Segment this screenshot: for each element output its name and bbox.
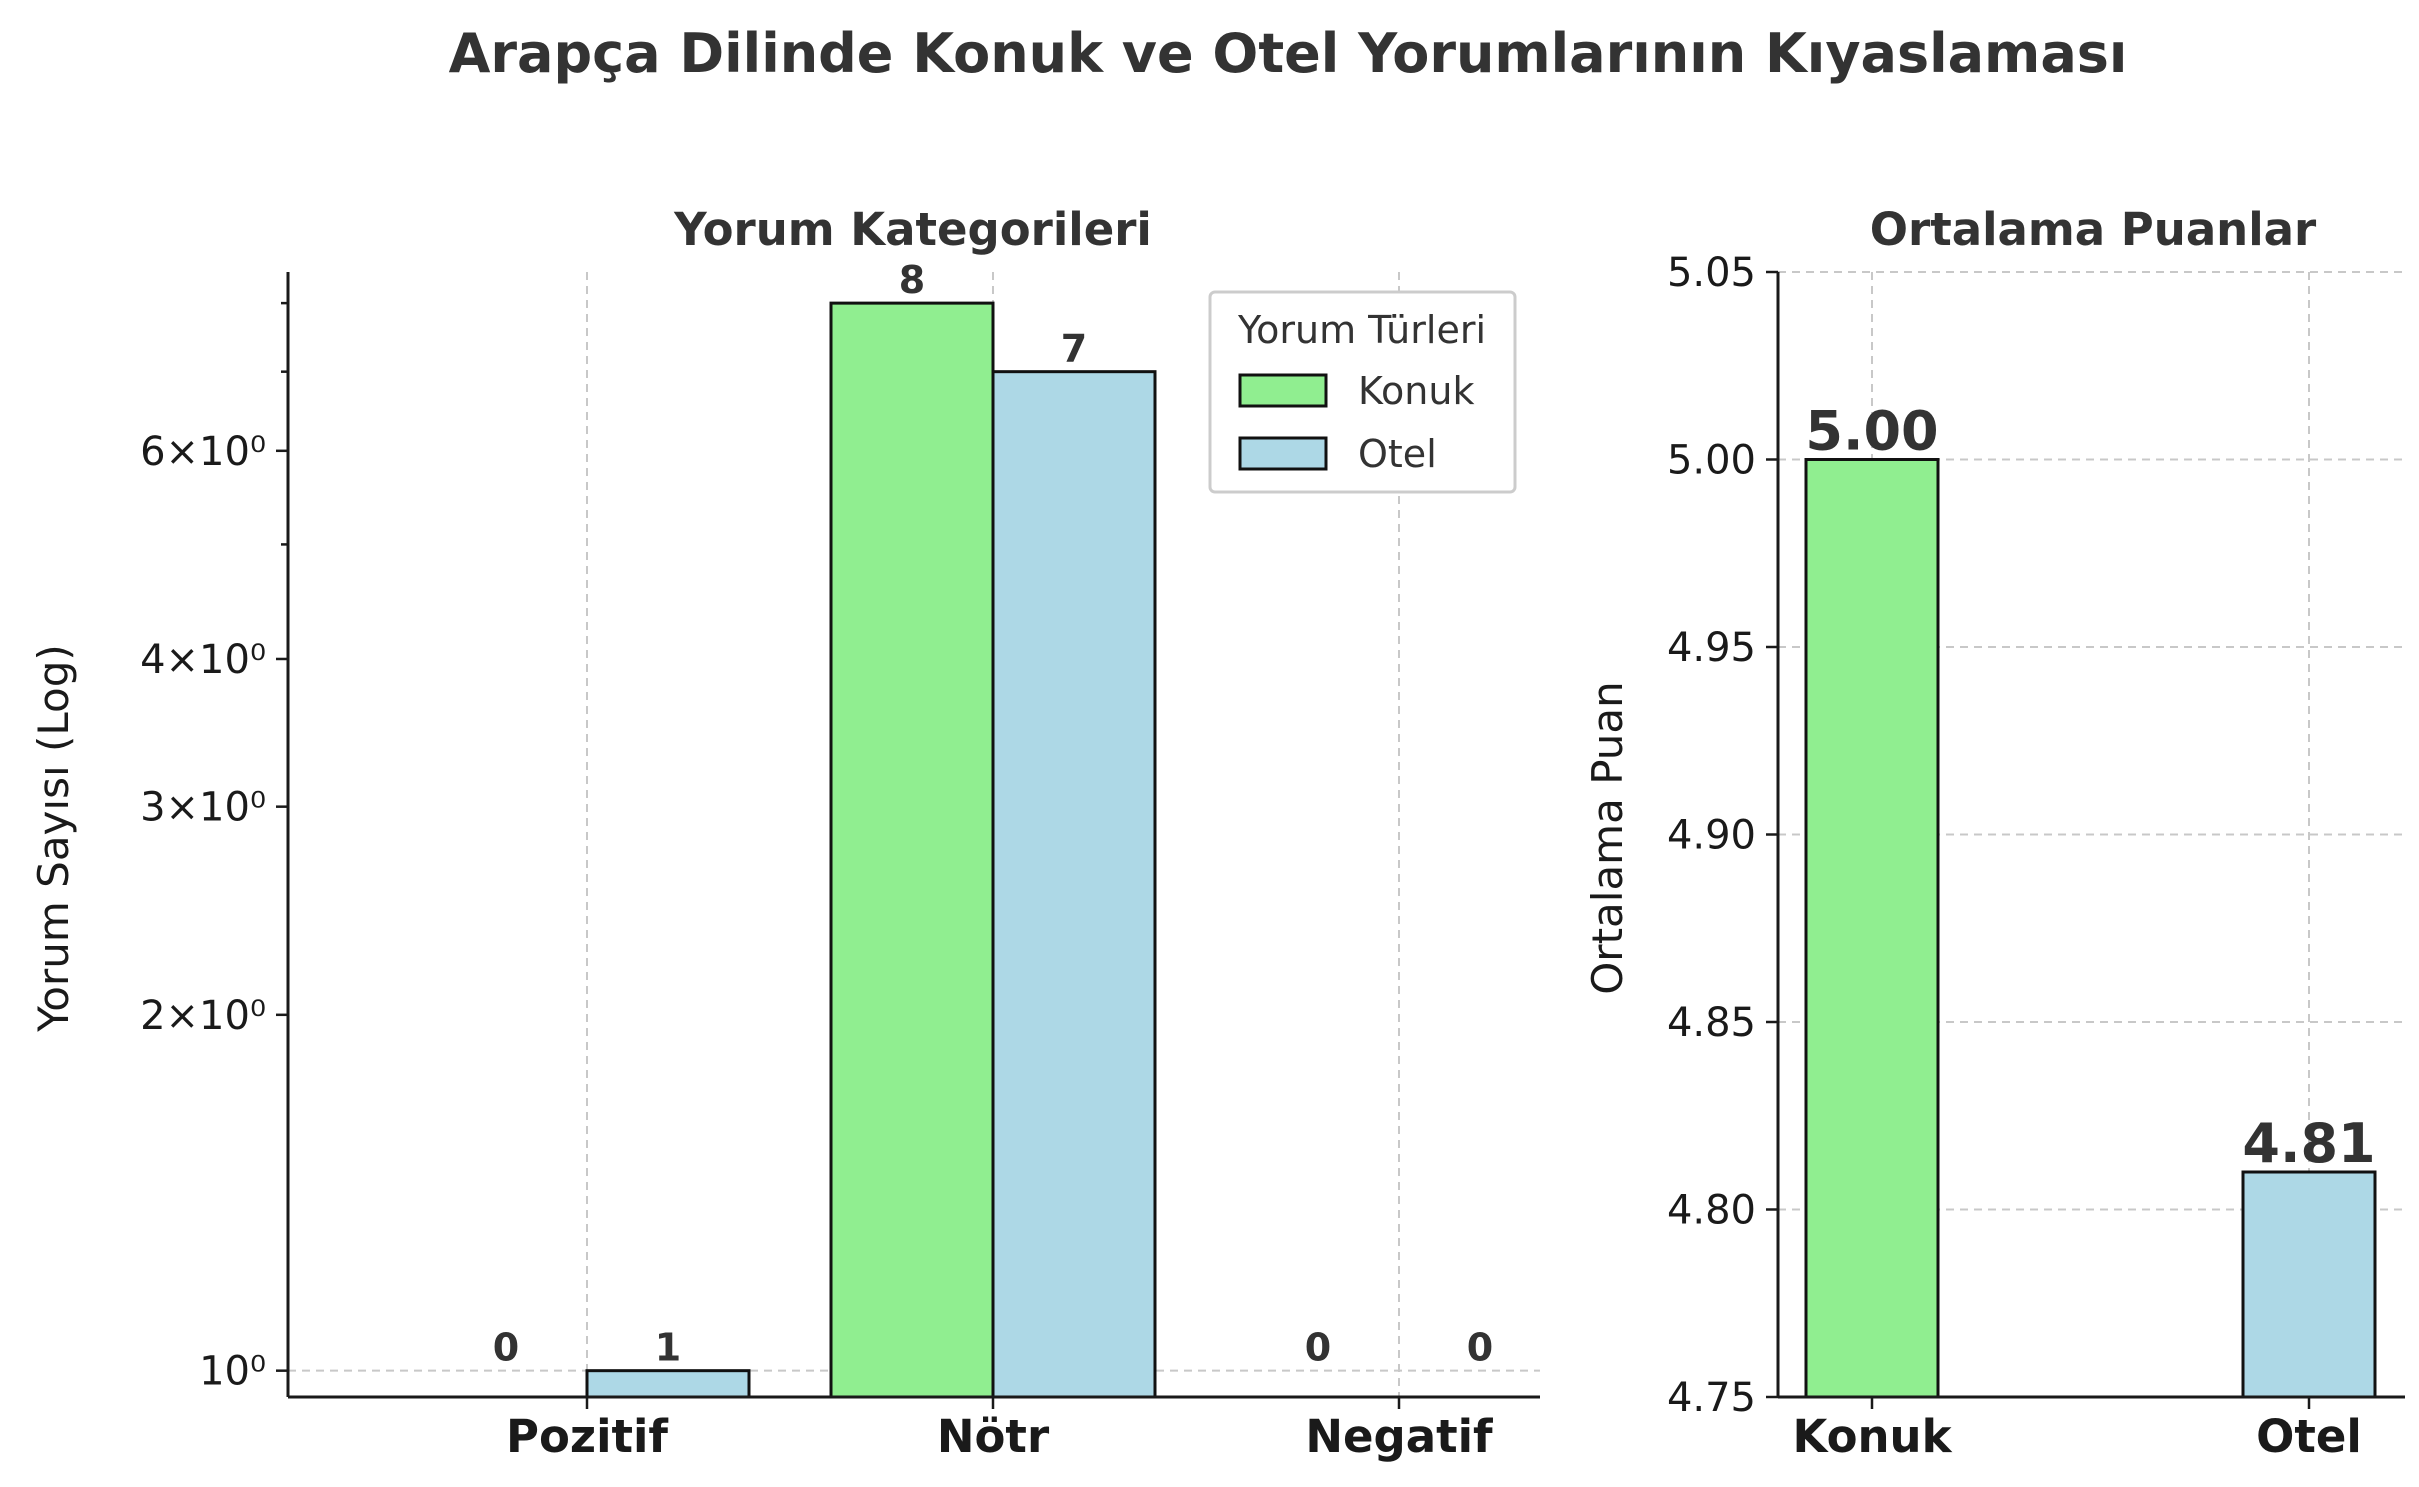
- data-label-otel-pozitif: 1: [655, 1326, 681, 1370]
- y-tick-label-1: 2×10⁰: [140, 993, 266, 1039]
- left-chart: Yorum Kategorileri 10⁰ 2×10⁰ 3×10⁰ 4×10⁰ 6×1…: [29, 203, 1540, 1463]
- bar-otel-pozitif: [585, 1369, 751, 1399]
- right-y-tick-label-0: 4.75: [1667, 1375, 1756, 1421]
- right-y-tick-label-2: 4.85: [1667, 1000, 1756, 1046]
- right-chart-title: Ortalama Puanlar: [1870, 203, 2317, 256]
- right-y-tick-label-3: 4.90: [1667, 813, 1756, 859]
- right-y-tick-label-6: 5.05: [1667, 250, 1756, 296]
- figure-title: Arapça Dilinde Konuk ve Otel Yorumlarını…: [449, 22, 2128, 85]
- right-y-ticks: 4.75 4.80 4.85 4.90 4.95 5.00 5.05: [1667, 250, 1778, 1421]
- right-x-tick-label-konuk: Konuk: [1793, 1410, 1953, 1463]
- bar-otel-n-tr: [991, 370, 1157, 1399]
- data-label-average-otel: 4.81: [2242, 1112, 2375, 1175]
- data-label-otel-n-tr: 7: [1061, 327, 1087, 371]
- legend-swatch-konuk: [1238, 373, 1328, 408]
- right-y-tick-label-4: 4.95: [1667, 625, 1756, 671]
- legend: Yorum Türleri Konuk Otel: [1208, 290, 1517, 494]
- legend-title: Yorum Türleri: [1237, 308, 1486, 352]
- right-y-tick-label-1: 4.80: [1667, 1188, 1756, 1234]
- y-tick-label-2: 3×10⁰: [140, 785, 266, 831]
- bar-konuk-n-tr: [829, 301, 995, 1399]
- right-y-tick-label-5: 5.00: [1667, 438, 1756, 484]
- legend-label-otel: Otel: [1358, 432, 1437, 476]
- right-bars: [1804, 458, 2377, 1399]
- x-tick-label-pozitif: Pozitif: [506, 1410, 668, 1463]
- left-y-ticks: 10⁰ 2×10⁰ 3×10⁰ 4×10⁰ 6×10⁰: [140, 301, 288, 1395]
- y-tick-label-3: 4×10⁰: [140, 637, 266, 683]
- left-x-ticks: Pozitif Nötr Negatif: [506, 1397, 1493, 1463]
- bar-average-otel: [2241, 1170, 2377, 1399]
- left-y-axis-label: Yorum Sayısı (Log): [29, 644, 78, 1033]
- data-label-konuk-pozitif: 0: [493, 1326, 519, 1370]
- x-tick-label-negatif: Negatif: [1305, 1410, 1493, 1463]
- data-label-konuk-n-tr: 8: [899, 258, 925, 302]
- data-label-average-konuk: 5.00: [1805, 400, 1938, 463]
- y-tick-label-0: 10⁰: [199, 1349, 266, 1395]
- left-data-labels: 0 1 8 7 0 0: [493, 258, 1493, 1370]
- legend-swatch-otel: [1238, 436, 1328, 471]
- legend-label-konuk: Konuk: [1358, 369, 1474, 413]
- right-x-tick-label-otel: Otel: [2256, 1410, 2362, 1463]
- data-label-konuk-negatif: 0: [1305, 1326, 1331, 1370]
- data-label-otel-negatif: 0: [1467, 1326, 1493, 1370]
- x-tick-label-n-tr: Nötr: [937, 1410, 1050, 1463]
- left-axes: [286, 272, 1540, 1399]
- left-bars: [585, 301, 1157, 1399]
- right-chart: Ortalama Puanlar 4.75 4.80 4.85 4.90 4.95 5.0…: [1583, 203, 2405, 1463]
- y-tick-label-4: 6×10⁰: [140, 429, 266, 475]
- bar-average-konuk: [1804, 458, 1940, 1399]
- right-y-axis-label: Ortalama Puan: [1583, 681, 1632, 995]
- right-data-labels: 5.00 4.81: [1805, 400, 2375, 1176]
- left-chart-title: Yorum Kategorileri: [673, 203, 1152, 256]
- right-x-ticks: Konuk Otel: [1793, 1397, 2362, 1463]
